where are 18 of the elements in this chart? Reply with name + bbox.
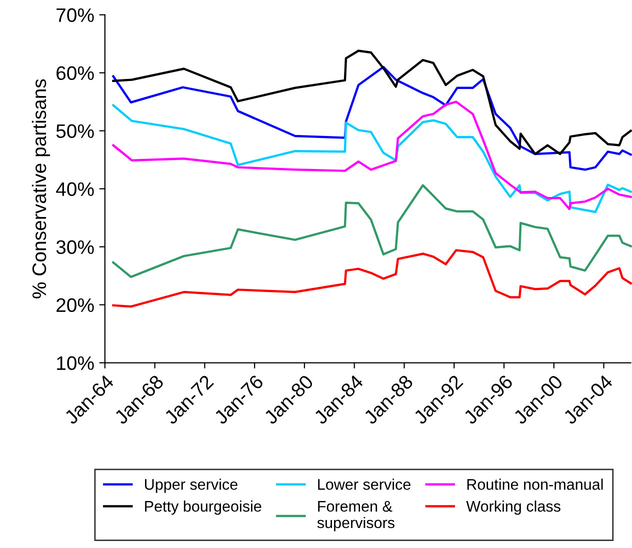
y-tick-label: 40%: [56, 182, 94, 196]
y-tick-label: 60%: [56, 66, 94, 80]
line-series: [112, 249, 632, 308]
legend-label: Upper service: [145, 478, 238, 493]
legend-label: Routine non-manual: [467, 478, 603, 490]
y-tick-label: 20%: [56, 298, 94, 312]
line-series: [112, 184, 632, 278]
legend-label: Foremen & supervisors: [317, 501, 394, 532]
y-tick-label: 70%: [56, 8, 94, 22]
y-tick-label: 30%: [56, 240, 94, 254]
line-series: [112, 66, 632, 171]
legend-label: Petty bourgeoisie: [145, 500, 262, 515]
legend-label: Working class: [466, 500, 560, 515]
y-tick-label: 10%: [57, 356, 94, 370]
legend-label: Lower service: [318, 478, 410, 490]
line-series: [112, 50, 632, 156]
y-axis-title: % Conservative partisans: [32, 79, 50, 298]
y-tick-label: 50%: [56, 124, 94, 138]
